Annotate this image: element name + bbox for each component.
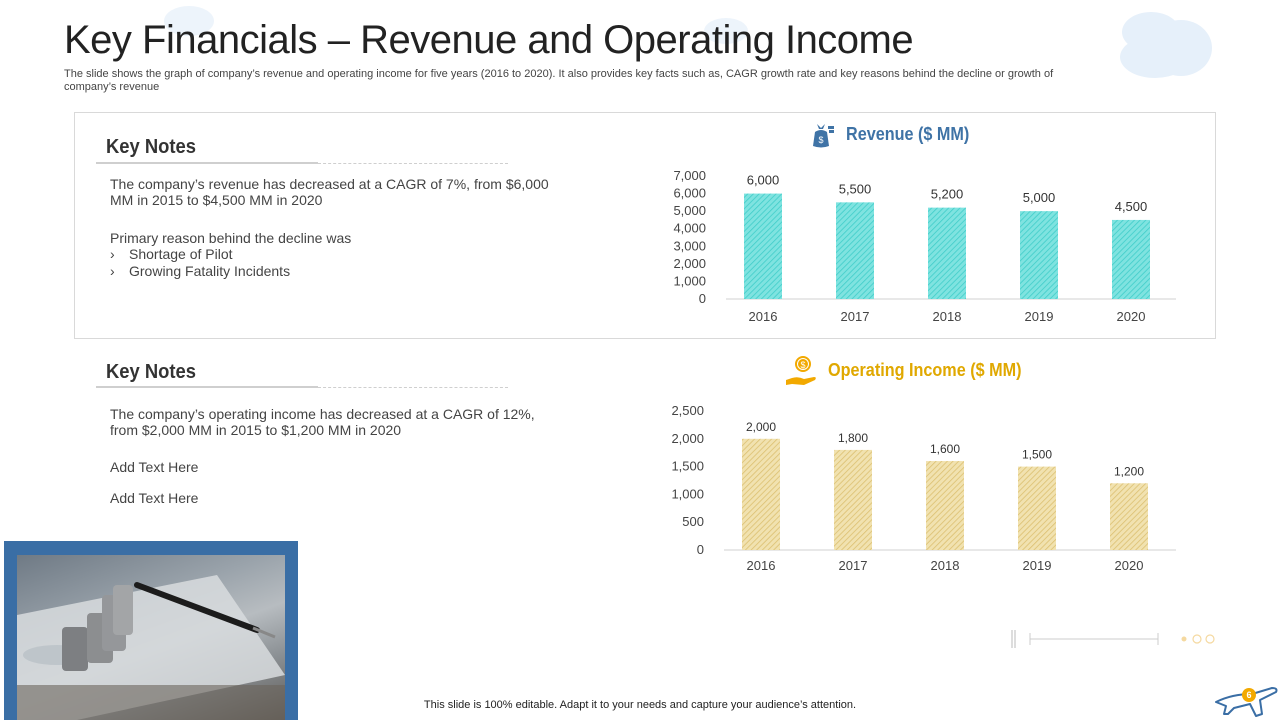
revenue-data-label: 5,500 [839, 181, 872, 196]
revenue-x-tick: 2020 [1117, 309, 1146, 324]
operating-data-label: 1,800 [838, 431, 868, 445]
bullet-chevron: › [110, 246, 115, 262]
operating-y-tick: 1,000 [671, 486, 704, 501]
revenue-panel-border [74, 112, 1216, 339]
revenue-bar [836, 202, 874, 299]
operating-data-label: 1,500 [1022, 448, 1052, 462]
slide-subtitle: The slide shows the graph of company’s r… [64, 68, 1054, 93]
operating-y-tick: 1,500 [671, 459, 704, 474]
revenue-y-tick: 6,000 [673, 186, 706, 201]
operating-notes-divider [96, 386, 508, 388]
revenue-y-tick: 1,000 [673, 273, 706, 288]
revenue-bar [928, 207, 966, 299]
revenue-chart: 0 1,000 2,000 3,000 4,000 5,000 6,000 7,000 6,00… [673, 168, 1176, 324]
bullet-chevron: › [110, 263, 115, 279]
operating-notes-heading: Key Notes [106, 361, 196, 383]
revenue-notes-divider [96, 162, 508, 164]
revenue-data-label: 5,000 [1023, 190, 1056, 205]
revenue-chart-title: Revenue ($ MM) [846, 124, 970, 144]
revenue-note-cagr: The company’s revenue has decreased at a… [110, 176, 549, 208]
money-bag-icon: $ [813, 124, 834, 148]
revenue-bullet: › Shortage of Pilot [110, 246, 233, 262]
revenue-data-label: 5,200 [931, 187, 964, 202]
operating-y-tick: 500 [682, 514, 704, 529]
revenue-bar [1112, 219, 1150, 299]
operating-note-cagr: The company’s operating income has decre… [110, 406, 535, 438]
operating-y-tick: 0 [697, 542, 704, 557]
operating-bar [742, 438, 780, 550]
revenue-y-tick: 0 [699, 291, 706, 306]
revenue-x-tick: 2017 [841, 309, 870, 324]
revenue-data-label: 4,500 [1115, 199, 1148, 214]
footer-text: This slide is 100% editable. Adapt it to… [423, 699, 857, 711]
page-number-badge: 6 [1242, 688, 1256, 702]
operating-data-label: 1,200 [1114, 464, 1144, 478]
revenue-notes-heading: Key Notes [106, 136, 196, 158]
revenue-x-tick: 2016 [749, 309, 778, 324]
coins-pen-photo [17, 555, 285, 720]
revenue-note-reason: Primary reason behind the decline was [110, 230, 352, 246]
operating-x-tick: 2019 [1023, 558, 1052, 573]
coins-illustration [17, 575, 285, 720]
revenue-bar [1020, 211, 1058, 299]
operating-x-tick: 2017 [839, 558, 868, 573]
operating-note-placeholder: Add Text Here [110, 490, 199, 506]
bullet-text: Shortage of Pilot [129, 246, 233, 262]
revenue-y-tick: 3,000 [673, 238, 706, 253]
operating-bar [1018, 466, 1056, 550]
revenue-y-tick: 4,000 [673, 221, 706, 236]
operating-note-placeholder: Add Text Here [110, 459, 199, 475]
operating-data-label: 1,600 [930, 442, 960, 456]
operating-chart-title: Operating Income ($ MM) [828, 360, 1022, 380]
timeline-decoration [1011, 630, 1215, 648]
revenue-x-tick: 2019 [1025, 309, 1054, 324]
revenue-y-tick: 5,000 [673, 203, 706, 218]
cloud-decoration [1120, 36, 1190, 78]
operating-y-tick: 2,500 [671, 403, 704, 418]
revenue-y-tick: 7,000 [673, 168, 706, 183]
revenue-x-tick: 2018 [933, 309, 962, 324]
operating-x-tick: 2020 [1115, 558, 1144, 573]
operating-bar [834, 449, 872, 550]
operating-bar [1110, 483, 1148, 550]
revenue-bullet: › Growing Fatality Incidents [110, 263, 290, 279]
operating-bar [926, 461, 964, 550]
revenue-data-label: 6,000 [747, 173, 780, 188]
revenue-bar [744, 193, 782, 299]
svg-text:$: $ [800, 360, 805, 370]
operating-data-label: 2,000 [746, 420, 776, 434]
operating-x-tick: 2016 [747, 558, 776, 573]
revenue-y-tick: 2,000 [673, 256, 706, 271]
airplane-icon [1215, 687, 1278, 717]
operating-y-tick: 2,000 [671, 431, 704, 446]
bullet-text: Growing Fatality Incidents [129, 263, 291, 279]
svg-text:$: $ [818, 135, 823, 145]
operating-income-chart: 0 500 1,000 1,500 2,000 2,500 2,000 2016 1,800 20… [671, 403, 1176, 573]
operating-x-tick: 2018 [931, 558, 960, 573]
cloud-decoration [704, 18, 748, 44]
slide-title: Key Financials – Revenue and Operating I… [64, 18, 914, 62]
hand-coin-icon: $ [786, 356, 816, 385]
cloud-decoration [164, 6, 214, 36]
footer-note: This slide is 100% editable. Adapt it to… [0, 699, 1280, 711]
